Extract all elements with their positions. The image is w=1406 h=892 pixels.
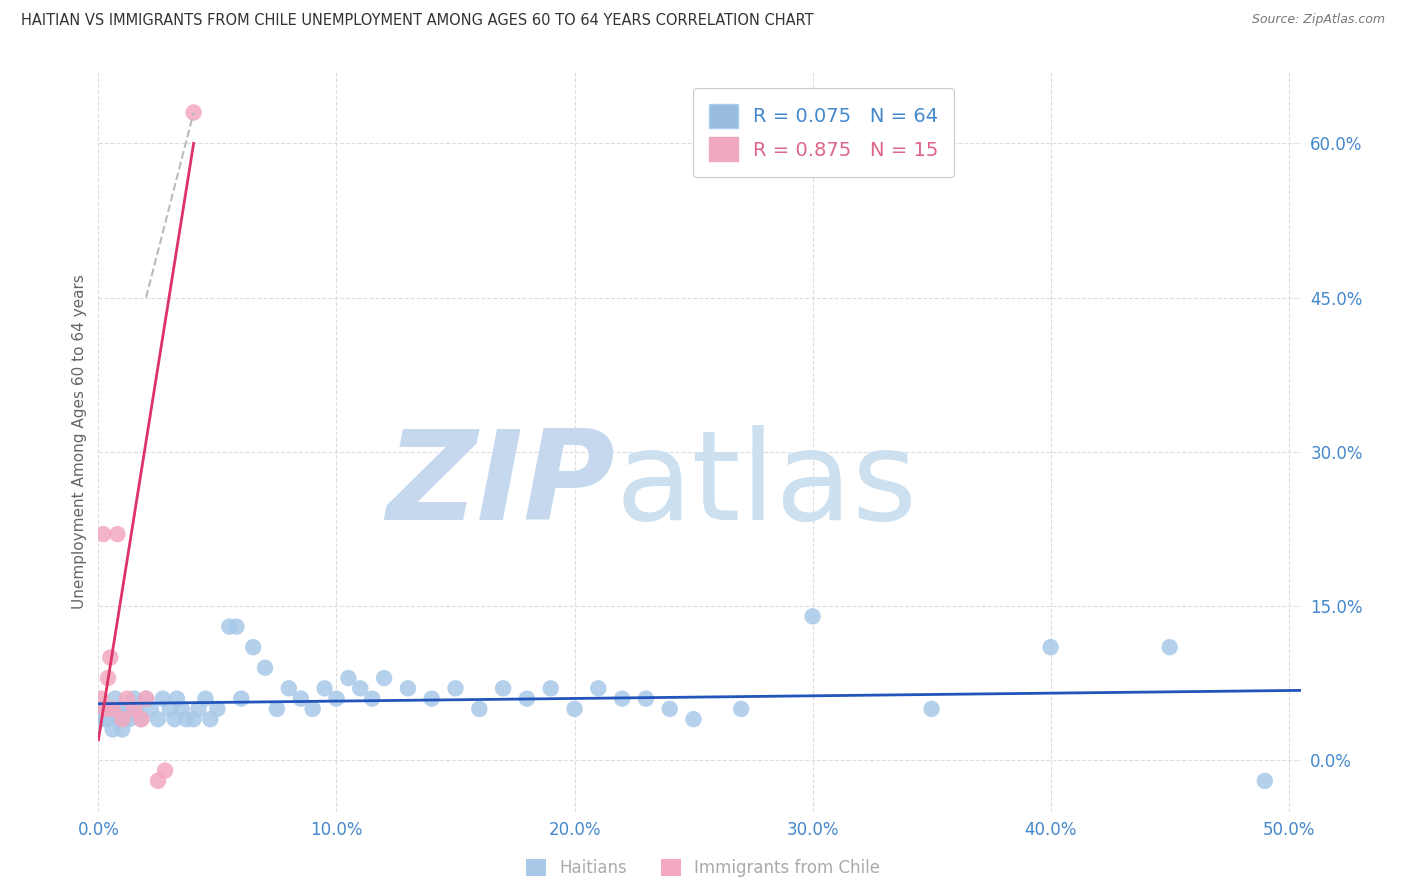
Point (187, 702, 209, 716)
Point (242, 640, 264, 655)
Point (207, 702, 229, 716)
Point (730, 702, 752, 716)
Point (314, 681, 336, 696)
Point (176, 712, 198, 726)
Point (108, 702, 131, 716)
Point (337, 671, 360, 685)
Point (231, 691, 253, 706)
Point (194, 691, 217, 706)
Point (166, 691, 188, 706)
Point (129, 712, 152, 726)
Point (107, 712, 129, 726)
Text: atlas: atlas (616, 425, 918, 547)
Text: HAITIAN VS IMMIGRANTS FROM CHILE UNEMPLOYMENT AMONG AGES 60 TO 64 YEARS CORRELAT: HAITIAN VS IMMIGRANTS FROM CHILE UNEMPLO… (21, 13, 814, 29)
Point (516, 691, 538, 706)
Point (146, 773, 169, 788)
Point (107, 527, 129, 541)
Point (225, 619, 247, 633)
Point (266, 702, 288, 716)
Point (91, 527, 114, 541)
Point (97, 712, 120, 726)
Point (139, 702, 162, 716)
Point (135, 691, 157, 706)
Point (94, 712, 117, 726)
Point (114, 712, 136, 726)
Point (98, 702, 121, 716)
Point (349, 681, 371, 696)
Point (588, 681, 610, 696)
Point (218, 619, 240, 633)
Point (170, 702, 193, 716)
Point (153, 764, 176, 778)
Point (122, 691, 145, 706)
Point (540, 681, 562, 696)
Point (801, 609, 824, 624)
Point (183, 712, 205, 726)
Text: ZIP: ZIP (387, 425, 616, 547)
Point (135, 691, 157, 706)
Point (115, 702, 138, 716)
Point (90, 691, 112, 706)
Point (396, 681, 419, 696)
Point (115, 691, 138, 706)
Point (301, 702, 323, 716)
Point (129, 712, 152, 726)
Legend: Haitians, Immigrants from Chile: Haitians, Immigrants from Chile (519, 852, 887, 884)
Point (200, 712, 222, 726)
Point (163, 712, 186, 726)
Point (420, 691, 443, 706)
Point (1159, 640, 1181, 655)
Point (152, 691, 174, 706)
Point (325, 691, 347, 706)
Point (658, 702, 681, 716)
Point (468, 702, 491, 716)
Point (118, 712, 141, 726)
Point (122, 702, 145, 716)
Point (373, 671, 395, 685)
Point (104, 691, 127, 706)
Point (254, 661, 277, 675)
Point (183, 105, 205, 120)
Point (682, 712, 704, 726)
Point (564, 702, 586, 716)
Point (125, 702, 148, 716)
Point (98, 650, 121, 665)
Point (94, 702, 117, 716)
Point (1254, 773, 1277, 788)
Point (111, 723, 134, 737)
Point (444, 681, 467, 696)
Point (101, 702, 124, 716)
Point (634, 691, 657, 706)
Legend: R = 0.075   N = 64, R = 0.875   N = 15: R = 0.075 N = 64, R = 0.875 N = 15 (693, 88, 955, 177)
Point (90, 712, 112, 726)
Point (101, 723, 124, 737)
Point (277, 681, 299, 696)
Point (492, 681, 515, 696)
Point (91, 702, 114, 716)
Point (610, 691, 633, 706)
Point (146, 712, 169, 726)
Point (290, 691, 312, 706)
Text: Source: ZipAtlas.com: Source: ZipAtlas.com (1251, 13, 1385, 27)
Point (361, 691, 384, 706)
Point (921, 702, 943, 716)
Point (111, 712, 134, 726)
Point (159, 702, 181, 716)
Point (97, 671, 120, 685)
Point (1039, 640, 1062, 655)
Y-axis label: Unemployment Among Ages 60 to 64 years: Unemployment Among Ages 60 to 64 years (72, 274, 87, 609)
